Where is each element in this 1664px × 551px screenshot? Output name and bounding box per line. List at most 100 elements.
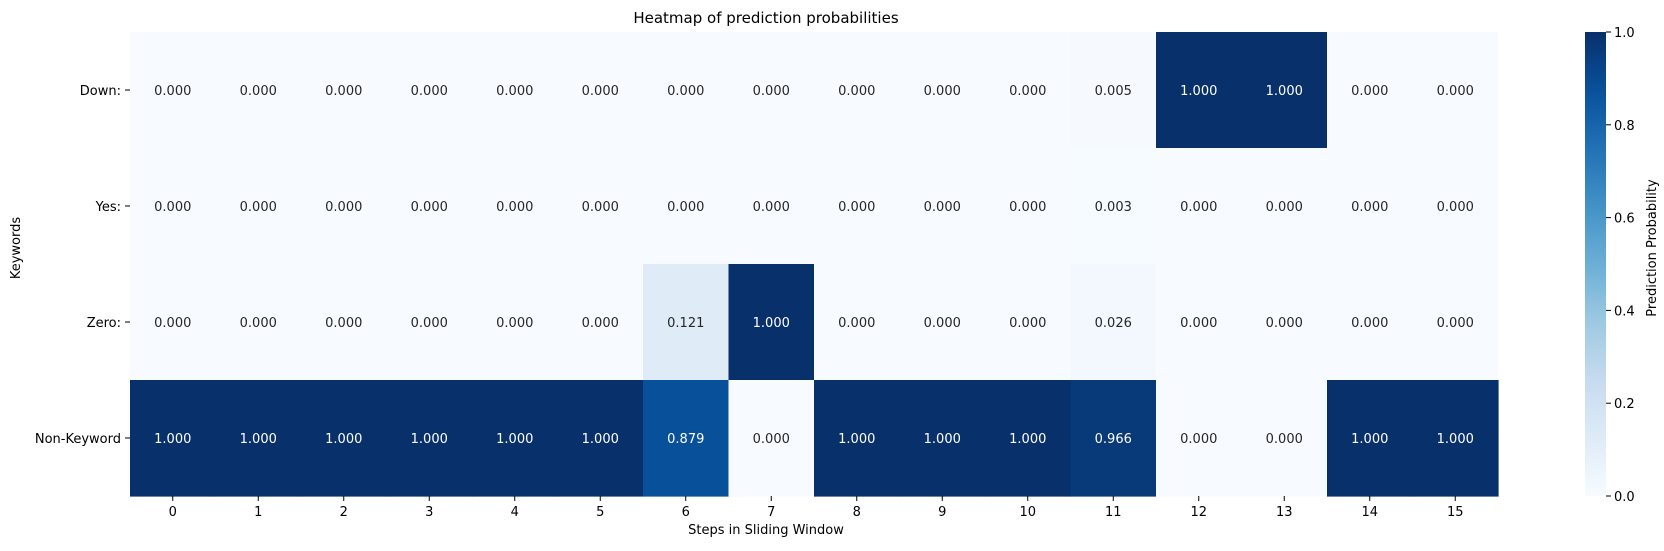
heatmap-cell-value: 1.000 xyxy=(325,432,362,447)
heatmap-cell xyxy=(1070,148,1157,265)
colorbar: 0.0 0.2 0.4 0.6 0.8 1.0 xyxy=(1585,26,1635,505)
heatmap-cell-value: 0.121 xyxy=(667,316,704,331)
heatmap-cell-value: 1.000 xyxy=(411,432,448,447)
heatmap-cell-value: 0.000 xyxy=(582,200,619,215)
heatmap-cell-value: 0.000 xyxy=(582,316,619,331)
colorbar-gradient xyxy=(1585,32,1606,496)
colorbar-tick-label: 1.0 xyxy=(1614,26,1635,41)
heatmap-cell-value: 0.000 xyxy=(240,316,277,331)
x-tick-label: 14 xyxy=(1361,505,1378,520)
heatmap-cells xyxy=(130,32,1499,497)
heatmap-cell xyxy=(985,32,1072,149)
heatmap-cell-value: 1.000 xyxy=(753,316,790,331)
heatmap-cell-value: 0.000 xyxy=(240,200,277,215)
heatmap-cell xyxy=(1241,148,1328,265)
heatmap-cell-value: 0.000 xyxy=(1266,432,1303,447)
heatmap-cell-value: 0.000 xyxy=(924,84,961,99)
heatmap-cell-value: 1.000 xyxy=(1009,432,1046,447)
heatmap-cell-value: 0.000 xyxy=(1266,200,1303,215)
x-tick-label: 3 xyxy=(425,505,433,520)
heatmap-cell xyxy=(215,380,302,497)
heatmap-cell xyxy=(215,148,302,265)
heatmap-cell xyxy=(728,264,815,381)
heatmap-cell xyxy=(1412,148,1499,265)
heatmap-cell-value: 0.000 xyxy=(325,200,362,215)
heatmap-cell xyxy=(1327,148,1414,265)
heatmap-cell-value: 0.000 xyxy=(1437,84,1474,99)
heatmap-cell-value: 1.000 xyxy=(582,432,619,447)
y-tick-label: Down: xyxy=(80,84,121,99)
heatmap-cell-value: 1.000 xyxy=(1437,432,1474,447)
x-tick-label: 11 xyxy=(1105,505,1122,520)
heatmap-cell-value: 0.000 xyxy=(240,84,277,99)
heatmap-cell xyxy=(899,264,986,381)
heatmap-cell xyxy=(130,148,217,265)
heatmap-cell xyxy=(1156,264,1243,381)
heatmap-value-labels: 0.000 0.000 0.000 0.000 0.000 0.000 0.000 0.000… xyxy=(154,84,1474,447)
heatmap-cell xyxy=(814,32,901,149)
heatmap-cell-value: 1.000 xyxy=(496,432,533,447)
heatmap-cell-value: 0.000 xyxy=(582,84,619,99)
heatmap-cell xyxy=(728,380,815,497)
heatmap-cell xyxy=(557,380,644,497)
heatmap-cell-value: 0.000 xyxy=(154,316,191,331)
heatmap-cell-value: 0.000 xyxy=(1009,84,1046,99)
y-tick-label: Zero: xyxy=(87,316,121,331)
colorbar-tick-label: 0.4 xyxy=(1614,304,1635,319)
heatmap-cell-value: 0.000 xyxy=(1351,84,1388,99)
heatmap-cell xyxy=(386,32,473,149)
heatmap-cell-value: 1.000 xyxy=(924,432,961,447)
colorbar-tick-label: 0.2 xyxy=(1614,397,1635,412)
heatmap-cell xyxy=(728,148,815,265)
heatmap-cell xyxy=(643,380,730,497)
heatmap-cell-value: 0.000 xyxy=(1437,316,1474,331)
heatmap-cell xyxy=(899,32,986,149)
colorbar-tick-label: 0.8 xyxy=(1614,119,1635,134)
heatmap-cell-value: 0.000 xyxy=(753,432,790,447)
heatmap-cell xyxy=(1327,32,1414,149)
x-tick-label: 2 xyxy=(340,505,348,520)
heatmap-cell-value: 0.000 xyxy=(1180,200,1217,215)
x-axis-label: Steps in Sliding Window xyxy=(688,523,844,538)
heatmap-cell-value: 0.000 xyxy=(753,200,790,215)
colorbar-label: Prediction Probability xyxy=(1645,179,1660,317)
heatmap-cell-value: 0.005 xyxy=(1095,84,1132,99)
colorbar-tick-label: 0.0 xyxy=(1614,490,1635,505)
heatmap-cell xyxy=(899,380,986,497)
heatmap-cell xyxy=(814,148,901,265)
heatmap-cell-value: 0.000 xyxy=(924,200,961,215)
heatmap-cell xyxy=(814,380,901,497)
heatmap-cell xyxy=(1156,32,1243,149)
heatmap-cell xyxy=(1327,380,1414,497)
x-tick-label: 1 xyxy=(254,505,262,520)
heatmap-cell xyxy=(985,264,1072,381)
heatmap-cell xyxy=(215,32,302,149)
heatmap-cell-value: 0.000 xyxy=(1009,316,1046,331)
x-axis-ticks: 0 1 2 3 4 5 6 7 8 9 10 11 12 13 14 15 xyxy=(169,496,1464,520)
heatmap-cell xyxy=(472,380,559,497)
heatmap-cell xyxy=(1412,264,1499,381)
heatmap-cell xyxy=(386,148,473,265)
heatmap-cell-value: 0.000 xyxy=(411,200,448,215)
heatmap-cell-value: 1.000 xyxy=(1266,84,1303,99)
heatmap-cell xyxy=(643,148,730,265)
heatmap-cell-value: 0.000 xyxy=(325,316,362,331)
heatmap-cell-value: 0.000 xyxy=(838,316,875,331)
heatmap-cell xyxy=(814,264,901,381)
x-tick-label: 12 xyxy=(1190,505,1207,520)
heatmap-cell xyxy=(472,32,559,149)
heatmap-cell-value: 0.000 xyxy=(1437,200,1474,215)
heatmap-cell-value: 0.879 xyxy=(667,432,704,447)
heatmap-cell xyxy=(301,32,388,149)
heatmap-cell xyxy=(301,148,388,265)
heatmap-cell-value: 0.000 xyxy=(753,84,790,99)
heatmap-cell xyxy=(130,264,217,381)
heatmap-cell xyxy=(1070,264,1157,381)
heatmap-cell xyxy=(557,148,644,265)
x-tick-label: 8 xyxy=(853,505,861,520)
heatmap-cell-value: 0.000 xyxy=(496,84,533,99)
heatmap-cell-value: 0.000 xyxy=(924,316,961,331)
heatmap-cell xyxy=(1070,380,1157,497)
heatmap-cell-value: 1.000 xyxy=(1351,432,1388,447)
